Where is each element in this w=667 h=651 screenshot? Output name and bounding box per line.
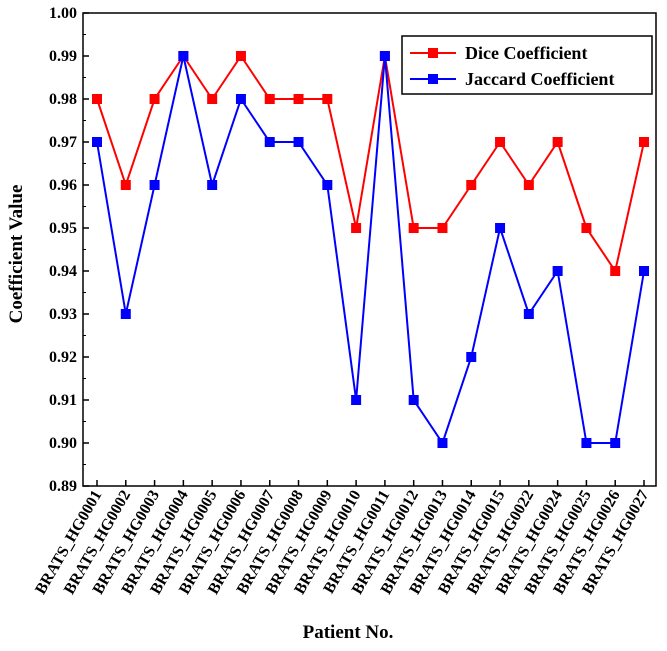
series-layer xyxy=(92,51,649,448)
y-tick-label: 1.00 xyxy=(49,5,77,22)
x-axis-ticks: BRATS_HG0001BRATS_HG0002BRATS_HG0003BRAT… xyxy=(32,480,652,597)
data-point xyxy=(120,309,131,319)
y-tick-label: 0.90 xyxy=(49,435,77,452)
data-point xyxy=(466,352,477,362)
data-point xyxy=(581,438,592,448)
data-point xyxy=(379,51,390,61)
data-point xyxy=(178,51,189,61)
data-point xyxy=(149,180,160,190)
y-tick-label: 0.95 xyxy=(49,220,77,237)
legend-label: Dice Coefficient xyxy=(465,43,587,63)
y-tick-label: 0.94 xyxy=(49,263,77,280)
y-tick-label: 0.89 xyxy=(49,478,77,495)
data-point xyxy=(351,395,362,405)
data-point xyxy=(610,438,621,448)
y-tick-label: 0.91 xyxy=(49,392,77,409)
y-tick-label: 0.98 xyxy=(49,91,77,108)
data-point xyxy=(149,94,160,104)
data-point xyxy=(408,223,419,233)
data-point xyxy=(293,94,304,104)
data-point xyxy=(610,266,621,276)
data-point xyxy=(523,180,534,190)
data-point xyxy=(523,309,534,319)
data-point xyxy=(351,223,362,233)
y-tick-label: 0.93 xyxy=(49,306,77,323)
data-point xyxy=(322,94,333,104)
data-point xyxy=(552,137,563,147)
data-point xyxy=(235,51,246,61)
data-point xyxy=(495,137,506,147)
data-point xyxy=(92,137,102,147)
data-point xyxy=(581,223,592,233)
legend: Dice Coefficient Jaccard Coefficient xyxy=(401,35,653,95)
y-tick-label: 0.99 xyxy=(49,48,77,65)
data-point xyxy=(235,94,246,104)
y-axis-ticks: 0.89 0.90 0.91 0.92 0.93 0.94 0.95 0.96 0.97 0.98… xyxy=(49,5,89,495)
data-point xyxy=(639,266,649,276)
y-axis-title: Coefficient Value xyxy=(6,185,27,324)
legend-box xyxy=(401,35,653,95)
x-axis-title: Patient No. xyxy=(303,622,394,643)
data-point xyxy=(293,137,304,147)
y-tick-label: 0.92 xyxy=(49,349,77,366)
data-point xyxy=(466,180,477,190)
legend-swatch-marker xyxy=(428,48,438,58)
data-point xyxy=(264,137,275,147)
data-point xyxy=(495,223,506,233)
data-point xyxy=(437,438,448,448)
series-line xyxy=(96,55,645,446)
data-point xyxy=(207,94,218,104)
data-point xyxy=(92,94,102,104)
legend-label: Jaccard Coefficient xyxy=(465,69,614,89)
legend-swatch-marker xyxy=(428,74,438,84)
data-point xyxy=(437,223,448,233)
y-tick-label: 0.96 xyxy=(49,177,77,194)
series-line xyxy=(96,54,645,274)
series-jaccard xyxy=(92,51,649,448)
y-tick-label: 0.97 xyxy=(49,134,77,151)
data-point xyxy=(408,395,419,405)
data-point xyxy=(322,180,333,190)
data-point xyxy=(264,94,275,104)
data-point xyxy=(552,266,563,276)
data-point xyxy=(120,180,131,190)
data-point xyxy=(207,180,218,190)
data-point xyxy=(639,137,649,147)
